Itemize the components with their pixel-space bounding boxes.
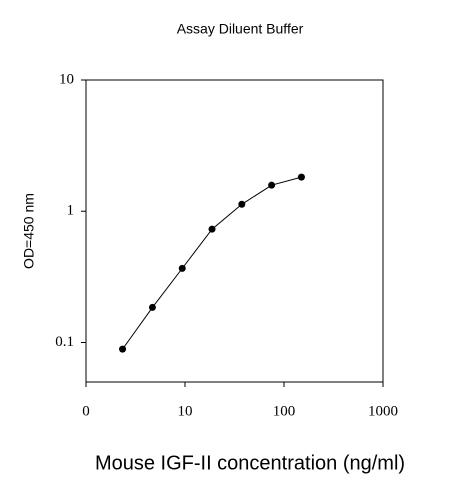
- y-axis-label: OD=450 nm: [21, 193, 37, 269]
- data-point: [208, 225, 216, 233]
- data-point: [178, 264, 186, 272]
- data-point: [148, 303, 156, 311]
- x-tick-label: 0: [82, 403, 90, 419]
- x-tick-label: 1000: [368, 403, 398, 419]
- y-tick-label: 1: [67, 203, 75, 219]
- plot-frame: [85, 79, 384, 383]
- x-axis-label: Mouse IGF-II concentration (ng/ml): [95, 452, 405, 474]
- x-tick-label: 100: [273, 403, 296, 419]
- data-point: [119, 345, 127, 353]
- data-point: [238, 200, 246, 208]
- y-tick-label: 0.1: [55, 334, 74, 350]
- x-tick-label: 10: [178, 403, 193, 419]
- data-point: [268, 181, 276, 189]
- chart-title: Assay Diluent Buffer: [177, 21, 304, 37]
- data-point: [297, 173, 305, 181]
- series-line: [122, 176, 302, 350]
- y-tick-label: 10: [59, 71, 74, 87]
